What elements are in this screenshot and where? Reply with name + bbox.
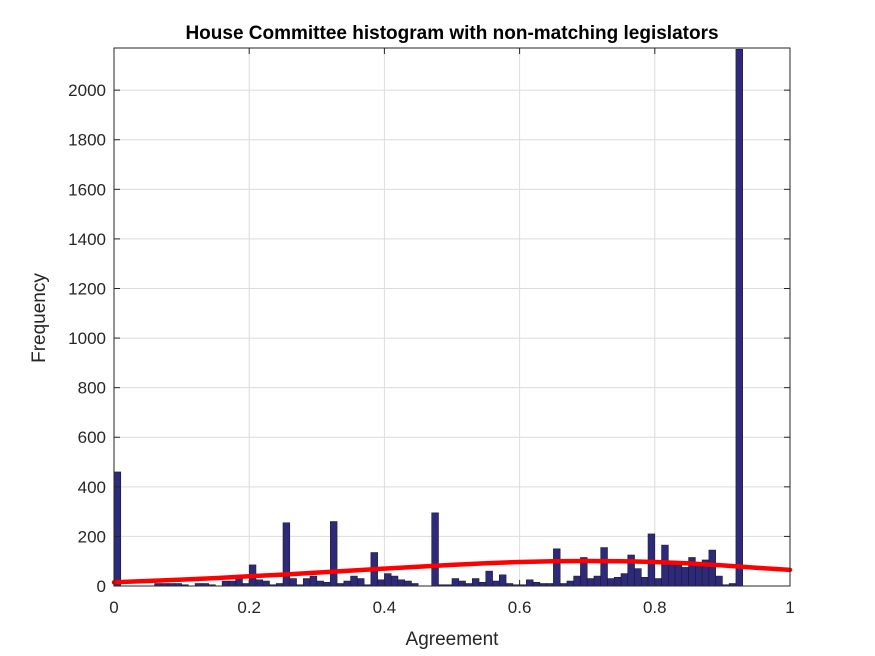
- x-axis-label: Agreement: [406, 629, 500, 650]
- histogram-bar: [471, 578, 480, 587]
- y-tick-label: 2000: [68, 81, 106, 100]
- histogram-bar: [695, 563, 703, 587]
- x-tick-label: 0.4: [373, 598, 397, 617]
- x-tick-label: 0: [109, 598, 118, 617]
- chart-title: House Committee histogram with non-match…: [185, 23, 718, 44]
- histogram-bar: [404, 580, 412, 587]
- y-tick-label: 1800: [68, 131, 106, 150]
- histogram-bar: [620, 573, 629, 587]
- histogram-bar: [654, 578, 662, 587]
- histogram-bar: [708, 549, 716, 587]
- histogram-bar: [613, 577, 622, 587]
- histogram-bar: [485, 570, 493, 587]
- grid-lines: [113, 48, 791, 587]
- plot-area-frame: [113, 47, 791, 587]
- histogram-bar: [586, 578, 595, 587]
- x-tick-label: 1: [785, 598, 794, 617]
- histogram-bars: [113, 48, 743, 587]
- y-axis-label: Frequency: [29, 273, 50, 363]
- histogram-bar: [499, 574, 507, 587]
- histogram-bar: [384, 573, 392, 587]
- y-tick-label: 400: [78, 478, 106, 497]
- histogram-bar: [634, 568, 642, 587]
- y-tick-label: 1400: [68, 230, 106, 249]
- histogram-bar: [674, 564, 683, 587]
- histogram-bar: [566, 580, 574, 587]
- histogram-bar: [228, 580, 236, 587]
- histogram-bar: [573, 575, 581, 587]
- histogram-bar: [343, 580, 351, 587]
- histogram-bar: [302, 578, 311, 587]
- histogram-bar: [390, 575, 399, 587]
- histogram-bar: [262, 580, 270, 587]
- histogram-bar: [735, 48, 743, 587]
- histogram-bar: [661, 544, 669, 587]
- y-tick-label: 600: [78, 428, 106, 447]
- histogram-bar: [640, 577, 649, 587]
- y-tick-label: 1200: [68, 279, 106, 298]
- histogram-bar: [350, 575, 358, 587]
- histogram-bar: [255, 579, 264, 587]
- histogram-bar: [330, 521, 338, 587]
- histogram-bar: [113, 471, 122, 587]
- fit-curve: [111, 558, 793, 585]
- histogram-bar: [492, 580, 500, 587]
- x-tick-label: 0.8: [643, 598, 667, 617]
- histogram-bar: [235, 578, 243, 587]
- histogram-bar: [607, 578, 615, 587]
- histogram-bar: [478, 581, 487, 587]
- histogram-bar: [681, 567, 689, 587]
- histogram-bar: [593, 575, 602, 587]
- histogram-bar: [323, 581, 331, 587]
- histogram-bar: [221, 580, 230, 587]
- histogram-bar: [532, 581, 541, 587]
- y-tick-label: 800: [78, 379, 106, 398]
- histogram-bar: [526, 579, 534, 587]
- histogram-bar: [397, 579, 405, 587]
- y-tick-label: 1600: [68, 180, 106, 199]
- x-tick-label: 0.2: [237, 598, 261, 617]
- histogram-bar: [600, 547, 608, 587]
- y-tick-label: 200: [78, 527, 106, 546]
- y-axis-ticks: 0 200 400 600 800 1000 1200 1400 1600 1800 2000: [68, 81, 790, 596]
- histogram-bar: [715, 575, 723, 587]
- x-tick-label: 0.6: [508, 598, 532, 617]
- x-axis-ticks: 0 0.2 0.4 0.6 0.8 1: [109, 48, 795, 617]
- histogram-bar: [309, 575, 318, 587]
- histogram-bar: [316, 580, 324, 587]
- histogram-bar: [553, 548, 561, 587]
- y-tick-label: 0: [97, 577, 106, 596]
- histogram-bar: [458, 580, 466, 587]
- histogram-bar: [431, 512, 439, 587]
- histogram-bar: [377, 579, 385, 587]
- histogram-bar: [289, 578, 297, 587]
- histogram-bar: [357, 578, 365, 587]
- y-tick-label: 1000: [68, 329, 106, 348]
- histogram-bar: [451, 578, 460, 587]
